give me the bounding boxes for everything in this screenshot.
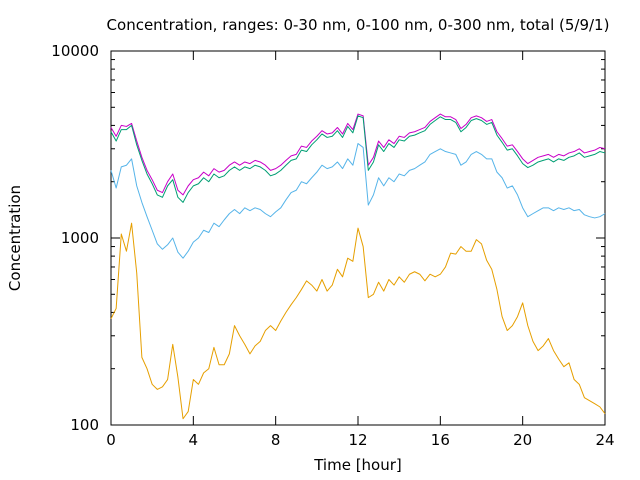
axis-ticks (110, 50, 606, 426)
y-tick-label: 10000 (51, 42, 99, 60)
y-axis-label: Concentration (6, 185, 24, 291)
x-tick-label: 20 (513, 431, 532, 449)
plot-frame (110, 50, 606, 426)
y-tick-label: 1000 (61, 229, 99, 247)
series-line-4 (110, 222, 606, 420)
series-line-1 (110, 113, 606, 196)
tick-labels: 0 4 8 12 16 20 24 100 1000 10000 (51, 42, 614, 449)
series-line-3 (110, 143, 606, 259)
x-tick-label: 0 (106, 431, 116, 449)
x-tick-label: 12 (348, 431, 367, 449)
y-tick-label: 100 (70, 416, 99, 434)
x-axis-label: Time [hour] (313, 456, 402, 474)
series-layer (110, 113, 606, 420)
chart-title: Concentration, ranges: 0-30 nm, 0-100 nm… (107, 16, 610, 34)
series-line-2 (110, 115, 606, 203)
x-tick-label: 8 (271, 431, 281, 449)
x-tick-label: 16 (431, 431, 450, 449)
x-tick-label: 4 (189, 431, 199, 449)
x-tick-label: 24 (595, 431, 614, 449)
